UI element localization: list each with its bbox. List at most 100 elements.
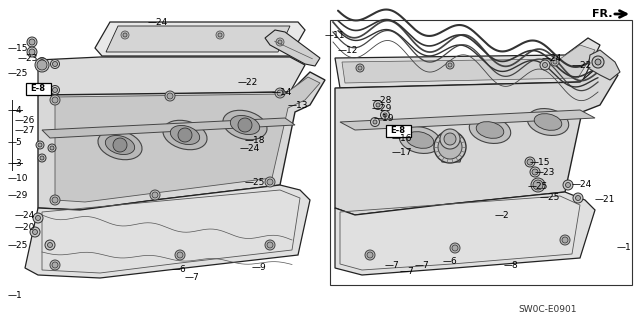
- Circle shape: [37, 60, 47, 70]
- Circle shape: [553, 60, 557, 64]
- Text: —6: —6: [443, 258, 458, 267]
- Circle shape: [33, 213, 43, 223]
- Polygon shape: [335, 38, 600, 88]
- Circle shape: [267, 179, 273, 185]
- Text: —9: —9: [252, 263, 267, 273]
- Ellipse shape: [476, 122, 504, 138]
- Circle shape: [446, 61, 454, 69]
- Circle shape: [374, 100, 383, 109]
- Text: —15: —15: [8, 44, 29, 52]
- Circle shape: [29, 49, 35, 55]
- Circle shape: [35, 58, 49, 72]
- Circle shape: [51, 60, 60, 68]
- Circle shape: [50, 146, 54, 150]
- Circle shape: [152, 192, 158, 198]
- Circle shape: [150, 190, 160, 200]
- FancyBboxPatch shape: [26, 83, 51, 94]
- Circle shape: [383, 113, 387, 117]
- Circle shape: [575, 196, 580, 201]
- Circle shape: [434, 131, 466, 163]
- Text: —17: —17: [392, 148, 413, 156]
- Circle shape: [438, 135, 462, 159]
- Polygon shape: [38, 57, 305, 95]
- Circle shape: [48, 144, 56, 152]
- Polygon shape: [440, 155, 462, 162]
- Circle shape: [573, 193, 583, 203]
- Circle shape: [52, 262, 58, 268]
- Polygon shape: [42, 118, 295, 138]
- Text: —22: —22: [238, 77, 259, 86]
- Circle shape: [276, 38, 284, 46]
- Circle shape: [38, 84, 47, 92]
- Circle shape: [45, 240, 55, 250]
- Text: —3: —3: [8, 158, 23, 167]
- Circle shape: [165, 91, 175, 101]
- Text: —4: —4: [8, 106, 22, 115]
- Text: —13: —13: [288, 100, 308, 109]
- Text: —29: —29: [372, 103, 392, 113]
- Circle shape: [27, 37, 37, 47]
- Text: —7: —7: [185, 274, 200, 283]
- Text: E-8: E-8: [31, 84, 45, 92]
- FancyBboxPatch shape: [385, 124, 410, 137]
- Circle shape: [50, 195, 60, 205]
- Ellipse shape: [469, 116, 511, 143]
- Circle shape: [543, 62, 547, 68]
- Circle shape: [52, 61, 58, 67]
- Circle shape: [367, 252, 373, 258]
- Ellipse shape: [230, 116, 260, 134]
- Text: —23: —23: [18, 53, 38, 62]
- Text: E-8: E-8: [390, 125, 406, 134]
- Circle shape: [216, 31, 224, 39]
- Circle shape: [527, 159, 533, 165]
- Text: —1: —1: [8, 291, 23, 300]
- Text: —26: —26: [15, 116, 35, 124]
- Ellipse shape: [170, 125, 200, 145]
- Ellipse shape: [223, 110, 267, 140]
- Text: —25: —25: [540, 194, 561, 203]
- Circle shape: [52, 197, 58, 203]
- Circle shape: [40, 60, 45, 65]
- Text: —10: —10: [8, 173, 29, 182]
- Text: —11: —11: [325, 30, 346, 39]
- Circle shape: [440, 129, 460, 149]
- Polygon shape: [25, 185, 310, 278]
- Text: —24: —24: [572, 180, 592, 188]
- Circle shape: [50, 95, 60, 105]
- Circle shape: [218, 33, 222, 37]
- Circle shape: [167, 93, 173, 99]
- Text: SW0C-E0901: SW0C-E0901: [519, 306, 577, 315]
- Circle shape: [123, 33, 127, 37]
- Circle shape: [35, 215, 40, 220]
- Text: —23: —23: [535, 167, 556, 177]
- Text: —8: —8: [504, 260, 519, 269]
- Circle shape: [275, 88, 285, 98]
- Circle shape: [356, 64, 364, 72]
- Bar: [330, 20, 632, 285]
- Circle shape: [381, 110, 390, 119]
- Ellipse shape: [106, 135, 134, 155]
- Polygon shape: [265, 30, 320, 66]
- Text: —7: —7: [415, 260, 429, 269]
- Text: —15: —15: [530, 157, 550, 166]
- Circle shape: [373, 120, 377, 124]
- Circle shape: [178, 128, 192, 142]
- Text: FR.: FR.: [592, 9, 612, 19]
- Circle shape: [277, 90, 283, 96]
- Circle shape: [450, 243, 460, 253]
- Ellipse shape: [406, 132, 434, 148]
- Circle shape: [177, 252, 183, 258]
- Circle shape: [52, 97, 58, 103]
- Circle shape: [551, 58, 559, 66]
- Polygon shape: [342, 45, 595, 83]
- Circle shape: [566, 182, 570, 188]
- Circle shape: [47, 243, 52, 247]
- Circle shape: [27, 47, 37, 57]
- Text: —25: —25: [528, 181, 548, 190]
- Ellipse shape: [163, 120, 207, 150]
- Circle shape: [113, 138, 127, 152]
- Ellipse shape: [527, 108, 569, 135]
- Circle shape: [592, 56, 604, 68]
- Polygon shape: [335, 192, 595, 275]
- Circle shape: [40, 156, 44, 160]
